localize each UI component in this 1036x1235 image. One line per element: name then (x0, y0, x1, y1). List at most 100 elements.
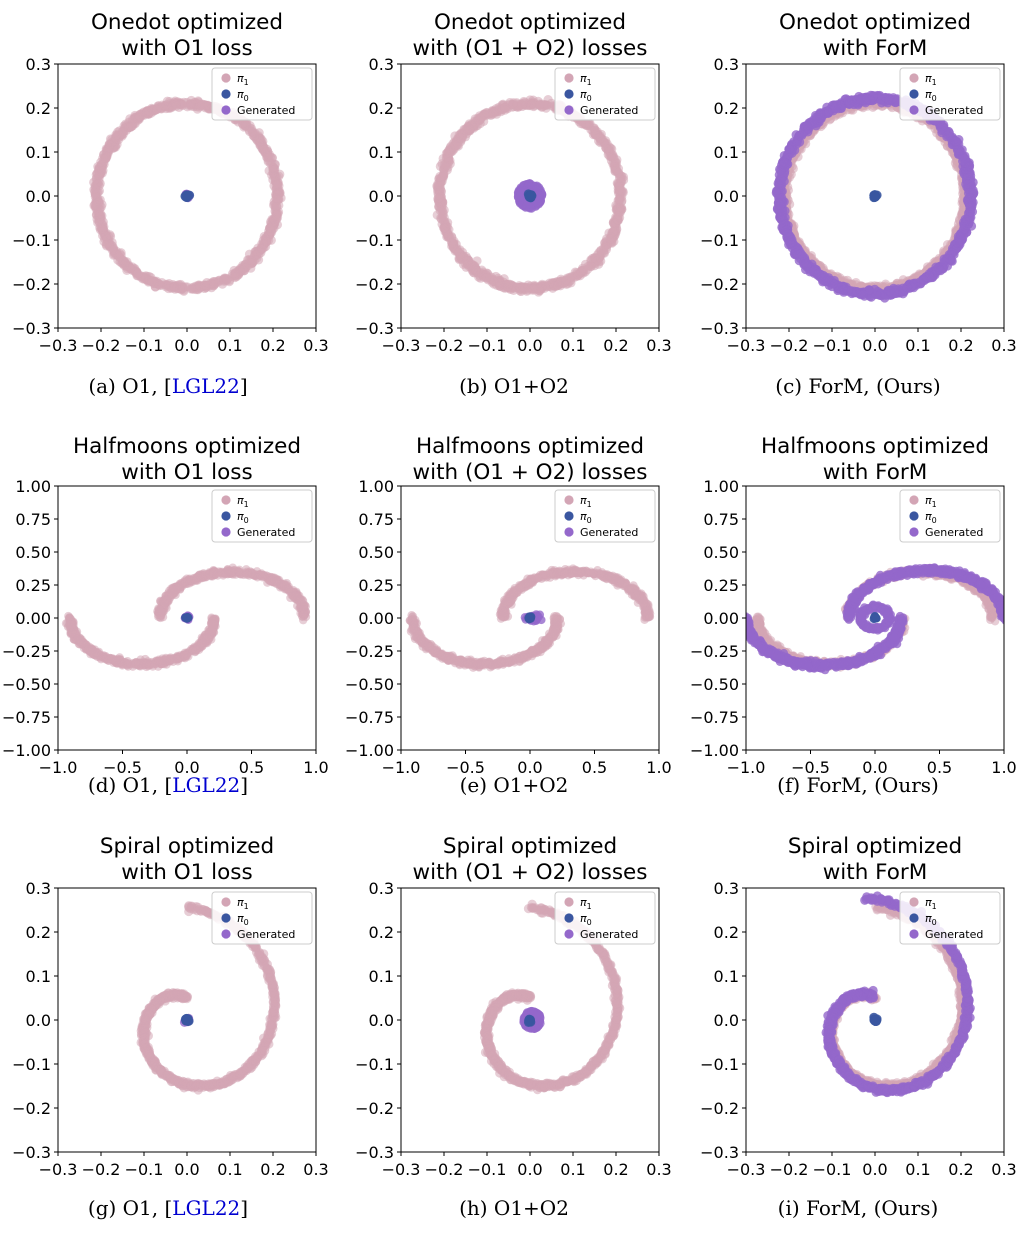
point-generated (780, 158, 789, 167)
y-tick-label: 0.0 (26, 187, 51, 206)
point-pi1 (93, 180, 102, 189)
x-tick-label: 0.1 (560, 336, 585, 355)
legend-marker-generated (221, 105, 230, 114)
point-pi1 (529, 284, 538, 293)
x-tick-label: −0.3 (39, 336, 78, 355)
x-tick-label: 0.2 (948, 336, 973, 355)
point-generated (777, 175, 786, 184)
point-pi1 (273, 180, 282, 189)
y-tick-label: 0.3 (369, 55, 394, 74)
legend-marker-pi0 (909, 89, 918, 98)
point-pi1 (613, 168, 622, 177)
point-pi1 (219, 275, 228, 284)
x-tick-label: 0.3 (991, 336, 1016, 355)
chart-title: with ForM (823, 36, 928, 61)
point-pi1 (147, 277, 156, 286)
point-generated (815, 113, 824, 122)
point-pi1 (433, 181, 442, 190)
point-generated (951, 137, 960, 146)
x-tick-label: 0.0 (174, 336, 199, 355)
point-generated (516, 188, 525, 197)
y-tick-label: 0.0 (369, 187, 394, 206)
point-pi1 (435, 198, 444, 207)
point-generated (776, 200, 785, 209)
point-generated (792, 248, 801, 257)
point-pi1 (475, 113, 484, 122)
point-pi1 (238, 263, 247, 272)
legend-marker-pi1 (909, 73, 918, 82)
point-pi1 (600, 139, 609, 148)
point-generated (858, 290, 867, 299)
point-pi1 (244, 255, 253, 264)
x-tick-label: −0.2 (770, 336, 809, 355)
point-pi1 (605, 234, 614, 243)
legend-marker-pi1 (564, 73, 573, 82)
point-pi1 (187, 284, 196, 293)
point-pi1 (495, 279, 504, 288)
point-generated (777, 212, 786, 221)
y-tick-label: −0.2 (355, 275, 394, 294)
point-pi1 (274, 195, 283, 204)
point-generated (885, 95, 894, 104)
point-pi1 (184, 101, 193, 110)
y-tick-label: 0.3 (26, 55, 51, 74)
point-pi1 (239, 122, 248, 131)
point-generated (829, 279, 838, 288)
y-tick-label: 0.1 (714, 143, 739, 162)
point-pi1 (93, 169, 102, 178)
x-tick-label: −0.1 (125, 336, 164, 355)
point-pi1 (111, 130, 120, 139)
x-tick-label: −0.1 (813, 336, 852, 355)
point-pi0 (185, 191, 194, 200)
point-pi1 (96, 209, 105, 218)
point-generated (832, 100, 841, 109)
point-pi1 (602, 243, 611, 252)
x-tick-label: −0.3 (382, 336, 421, 355)
point-pi1 (94, 197, 103, 206)
legend-marker-pi0 (221, 89, 230, 98)
legend-marker-generated (564, 105, 573, 114)
x-tick-label: 0.0 (862, 336, 887, 355)
point-generated (967, 201, 976, 210)
scatter-points (772, 91, 979, 303)
y-tick-label: 0.2 (26, 99, 51, 118)
point-pi1 (613, 216, 622, 225)
x-tick-label: 0.3 (646, 336, 671, 355)
point-generated (784, 230, 793, 239)
point-pi1 (435, 172, 444, 181)
x-tick-label: 0.3 (303, 336, 328, 355)
y-tick-label: 0.2 (714, 99, 739, 118)
point-pi1 (104, 146, 113, 155)
point-generated (804, 124, 813, 133)
point-pi1 (436, 206, 445, 215)
chart-title: Onedot optimized (91, 10, 283, 35)
point-generated (953, 238, 962, 247)
x-tick-label: −0.3 (727, 336, 766, 355)
x-tick-label: −0.2 (425, 336, 464, 355)
panel-halfmoons-1: 1.000.750.500.250.00−0.25−0.50−0.75−1.00… (2, 434, 329, 797)
point-generated (786, 239, 795, 248)
point-generated (885, 286, 894, 295)
point-pi1 (68, 629, 76, 637)
y-tick-label: −0.1 (12, 231, 51, 250)
point-pi0 (869, 191, 878, 200)
legend-label-generated: Generated (237, 104, 295, 117)
y-tick-label: −0.2 (12, 275, 51, 294)
figure-caption: (b) O1+O2 (459, 374, 569, 398)
legend-marker-pi1 (221, 73, 230, 82)
point-generated (954, 150, 963, 159)
point-generated (937, 122, 946, 131)
point-pi1 (536, 100, 545, 109)
x-tick-label: 0.1 (905, 336, 930, 355)
y-tick-label: 0.3 (714, 55, 739, 74)
point-pi1 (162, 100, 171, 109)
y-tick-label: −0.1 (700, 231, 739, 250)
point-generated (843, 96, 852, 105)
legend-marker-generated (909, 105, 918, 114)
point-generated (936, 266, 945, 275)
point-generated (814, 269, 823, 278)
point-pi1 (273, 213, 282, 222)
point-pi1 (175, 284, 184, 293)
